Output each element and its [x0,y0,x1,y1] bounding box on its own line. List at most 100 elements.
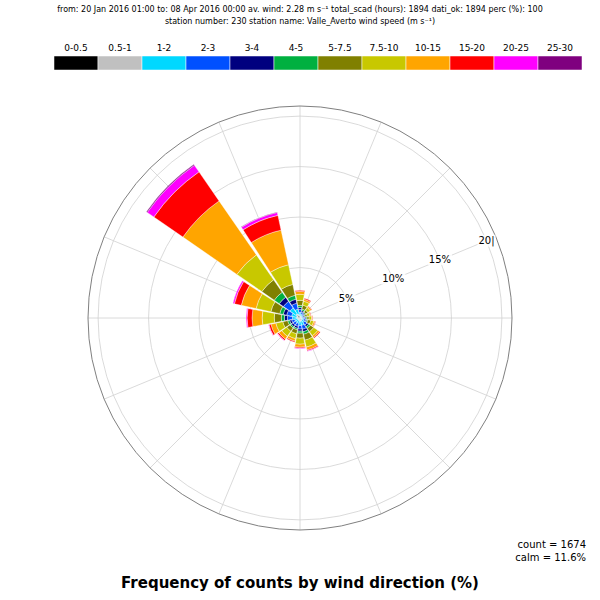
bar-segment [303,316,304,318]
grid-spoke [300,122,381,318]
bar-segment [298,329,303,331]
legend-label: 15-20 [459,43,485,53]
legend-label: 2-3 [201,43,216,53]
bar-segment [307,346,319,351]
grid [88,106,512,530]
grid-spoke [300,318,301,530]
bar-segment [312,330,319,337]
legend-swatch [362,56,406,70]
legend-swatch [230,56,274,70]
legend-swatch [538,56,582,70]
bar-segment [300,318,301,319]
y-tick-label: 20| [478,235,494,247]
legend-label: 5-7.5 [328,43,351,53]
bar-segment [295,291,305,294]
bar-segment [262,311,275,325]
legend-swatch [98,56,142,70]
bar-segment [269,324,275,335]
bar-segment [284,315,287,321]
grid-spoke [300,318,450,468]
bar-segment [298,305,303,307]
bar-segment [295,338,304,344]
bar-segment [287,336,295,341]
bar-segment [313,321,316,326]
grid-spoke [219,318,300,514]
tick-label-bg [381,273,405,284]
bar-segment [241,212,277,227]
bar-segment [312,321,315,327]
tick-label-bg [338,293,356,304]
bar-segment [295,344,306,347]
subtitle: from: 20 Jan 2016 01:00 to: 08 Apr 2016 … [57,5,543,26]
grid-spoke [104,318,300,399]
grid-spoke [300,318,496,399]
legend-swatch [142,56,186,70]
legend-swatch [406,56,450,70]
bar-segment [278,333,286,341]
legend-label: 7.5-10 [369,43,398,53]
legend-label: 3-4 [245,43,260,53]
bar-segment [268,325,273,336]
bar-segment [147,165,199,217]
legend-label: 0.5-1 [108,43,131,53]
bar-segment [247,308,253,327]
bar-segment [297,300,303,305]
legend-label: 1-2 [157,43,172,53]
bar-segment [295,290,305,291]
bar-segment [312,316,314,321]
annotation: count = 1674 [518,539,586,550]
chart: from: 20 Jan 2016 01:00 to: 08 Apr 2016 … [0,0,600,600]
bar-segment [306,313,310,317]
bars [146,164,320,351]
bar-segment [308,312,310,316]
tick-label-bg [428,254,452,265]
bar-segment [298,325,302,329]
bar-segment [307,306,311,310]
legend-swatch [54,56,98,70]
legend-label: 10-15 [415,43,441,53]
y-tick-labels: 5%10%15%20| [338,235,496,304]
bar-segment [281,315,284,322]
bar-segment [306,343,318,350]
plot: 5%10%15%20| [88,106,512,530]
bar-segment [298,307,302,309]
bar-segment [297,331,302,333]
bar-segment [287,316,292,321]
grid-spoke [300,237,496,318]
grid-spoke [300,318,381,514]
annotation: calm = 11.6% [515,552,586,563]
bar-segment [304,299,311,303]
bar-segment [296,294,305,300]
grid-spoke [150,318,300,468]
y-tick-label: 5% [339,293,355,304]
tick-label-bg [477,235,495,247]
bar-segment [303,319,306,321]
legend-swatch [494,56,538,70]
y-tick-label: 15% [429,254,451,265]
bar-segment [299,318,300,319]
bar-segment [311,316,312,321]
bar-segment [233,281,244,304]
grid-spoke [300,318,512,319]
bar-segment [277,333,284,340]
bar-segment [307,316,309,319]
bar-segment [241,212,277,229]
bar-segment [302,316,303,317]
legend-swatch [186,56,230,70]
subtitle-line: from: 20 Jan 2016 01:00 to: 08 Apr 2016 … [57,5,543,14]
bar-segment [309,316,312,320]
legend-swatch [274,56,318,70]
bar-segment [274,313,281,322]
bar-segment [309,312,311,316]
bar-segment [294,347,305,349]
bar-segment [304,298,311,302]
legend-swatch [318,56,362,70]
grid-spoke [300,168,450,318]
bar-segment [146,164,194,212]
legend: 0-0.50.5-11-22-33-44-55-7.57.5-1010-1515… [54,43,582,71]
legend-label: 25-30 [547,43,573,53]
bar-segment [296,333,303,338]
bar-segment [246,308,248,327]
bar-segment [307,346,318,351]
subtitle-line: station number: 230 station name: Valle_… [165,17,435,26]
